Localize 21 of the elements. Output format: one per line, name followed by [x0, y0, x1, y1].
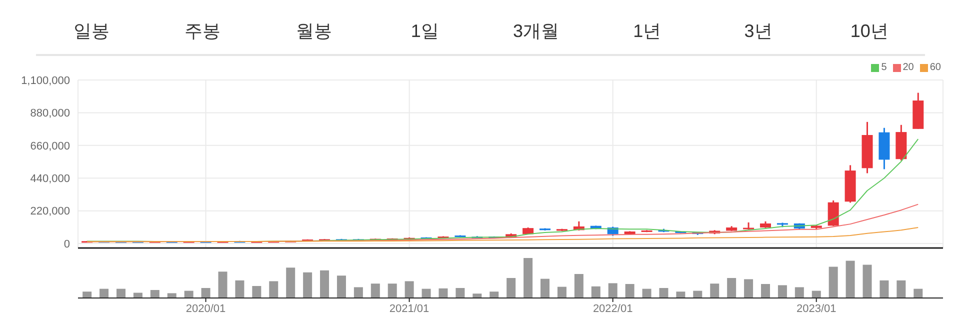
x-tick-label: 2020/01	[186, 302, 226, 315]
y-tick-label: 1,100,000	[21, 74, 70, 87]
text: 월봉	[294, 20, 333, 43]
legend-label: 20	[902, 62, 914, 73]
y-tick-label: 660,000	[30, 140, 70, 152]
text: 3개월	[512, 20, 560, 43]
x-tick-label: 2021/01	[389, 302, 430, 315]
x-tick-label: 2023/01	[796, 302, 836, 315]
y-tick-label: 880,000	[30, 108, 70, 120]
x-tick-label: 2022/01	[592, 302, 633, 315]
text: 1일	[410, 20, 440, 43]
text: 주봉	[184, 20, 222, 43]
legend-label: 60	[930, 62, 941, 73]
y-tick-label: 220,000	[30, 206, 70, 218]
y-tick-label: 0	[64, 238, 70, 250]
text: 3년	[743, 20, 774, 43]
text: 10년	[849, 20, 890, 43]
text: 일봉	[72, 20, 111, 43]
y-tick-label: 440,000	[30, 173, 70, 186]
text: 1년	[632, 20, 662, 43]
legend-label: 5	[881, 62, 887, 73]
